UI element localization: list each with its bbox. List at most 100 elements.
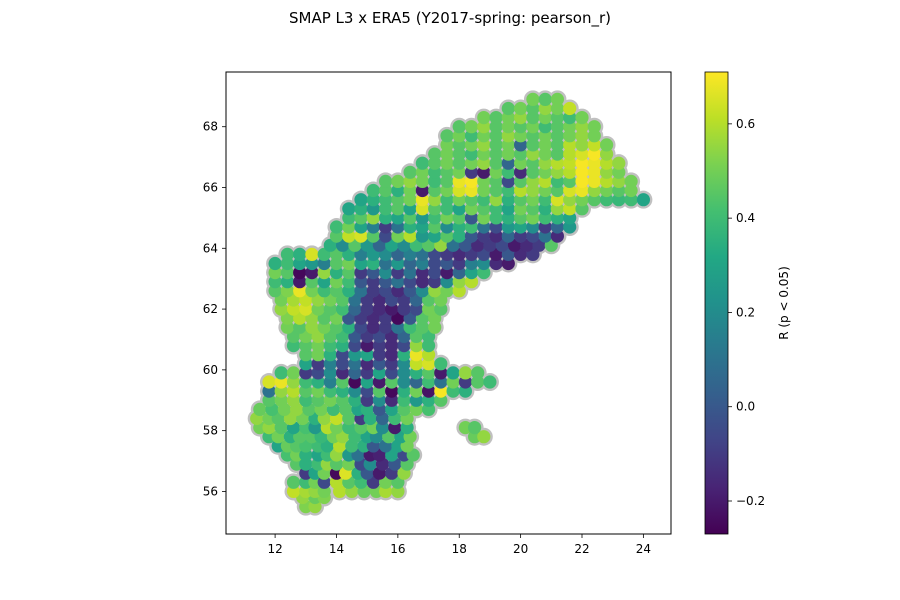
data-point	[575, 147, 589, 161]
data-point	[464, 165, 479, 179]
data-point	[290, 448, 304, 462]
data-point	[320, 448, 334, 462]
data-point	[428, 202, 442, 216]
data-point	[587, 183, 601, 198]
data-point	[501, 147, 515, 161]
data-point	[526, 101, 540, 116]
data-point	[311, 357, 325, 371]
data-point	[526, 183, 540, 198]
data-point	[391, 484, 405, 498]
data-point	[286, 366, 301, 380]
data-point	[575, 138, 589, 152]
data-point	[477, 111, 491, 125]
data-point	[268, 275, 282, 289]
data-point	[372, 393, 386, 407]
data-point	[342, 202, 356, 216]
data-point	[379, 266, 393, 280]
data-point	[415, 156, 429, 170]
data-point	[452, 129, 466, 143]
data-point	[372, 357, 386, 371]
data-point	[415, 220, 429, 234]
data-point	[415, 183, 429, 198]
data-point	[434, 384, 448, 398]
data-point	[329, 466, 344, 480]
data-point	[415, 202, 429, 216]
data-point	[514, 120, 528, 134]
plot-frame	[225, 71, 672, 535]
data-point	[360, 357, 374, 371]
data-point	[305, 266, 319, 280]
data-point	[550, 111, 565, 125]
data-point	[342, 256, 356, 271]
data-point	[563, 147, 577, 161]
data-point	[403, 220, 417, 234]
data-point	[360, 339, 374, 353]
data-point	[550, 220, 565, 234]
data-point	[354, 211, 368, 225]
data-point	[354, 320, 368, 334]
data-point	[477, 138, 491, 152]
data-point	[575, 202, 589, 216]
data-point	[452, 120, 466, 134]
data-point	[477, 156, 491, 170]
colorbar-tick-label: −0.2	[736, 494, 765, 508]
data-point	[372, 348, 386, 362]
data-point	[483, 375, 497, 389]
data-point	[372, 375, 386, 389]
data-point	[329, 421, 344, 435]
data-point	[397, 302, 411, 316]
data-point	[409, 393, 423, 407]
data-point	[348, 375, 362, 389]
data-point	[305, 275, 319, 289]
data-point	[489, 174, 503, 188]
data-point	[526, 156, 540, 170]
data-point	[477, 183, 491, 198]
data-point	[550, 211, 565, 225]
data-point	[280, 284, 294, 298]
data-point	[299, 466, 313, 480]
data-point	[391, 284, 405, 298]
data-point	[268, 266, 282, 280]
data-point	[366, 320, 380, 334]
y-tick-label: 60	[203, 363, 218, 377]
y-axis: 56 58 60 62 64 66 68	[203, 120, 226, 498]
data-point	[550, 147, 565, 161]
data-point	[415, 174, 429, 188]
data-point	[299, 457, 313, 471]
data-point	[286, 484, 301, 498]
data-point	[323, 348, 337, 362]
data-point	[262, 421, 276, 435]
data-point	[501, 202, 515, 216]
data-point	[452, 147, 466, 161]
x-tick-label: 20	[513, 542, 528, 556]
data-point	[348, 393, 362, 407]
data-point	[286, 384, 301, 398]
data-point	[354, 284, 368, 298]
data-point	[587, 120, 601, 134]
data-point	[440, 220, 454, 234]
data-point	[624, 174, 638, 188]
data-point	[624, 193, 638, 207]
data-point	[526, 147, 540, 161]
data-point	[434, 393, 448, 407]
data-point	[323, 393, 337, 407]
data-point	[385, 384, 399, 398]
data-point	[468, 421, 482, 435]
data-point	[397, 357, 411, 371]
data-point	[550, 156, 565, 170]
data-point	[354, 220, 368, 234]
data-point	[299, 339, 313, 353]
data-point	[575, 156, 589, 170]
data-point	[348, 348, 362, 362]
colorbar-tick-label: 0.6	[736, 117, 755, 131]
data-point	[440, 229, 454, 243]
data-point	[428, 211, 442, 225]
data-point	[360, 384, 374, 398]
data-point	[428, 284, 442, 298]
data-point	[600, 138, 614, 152]
data-point	[538, 183, 552, 198]
data-point	[366, 266, 380, 280]
data-point	[538, 156, 552, 170]
data-point	[397, 366, 411, 380]
data-point	[501, 256, 515, 271]
